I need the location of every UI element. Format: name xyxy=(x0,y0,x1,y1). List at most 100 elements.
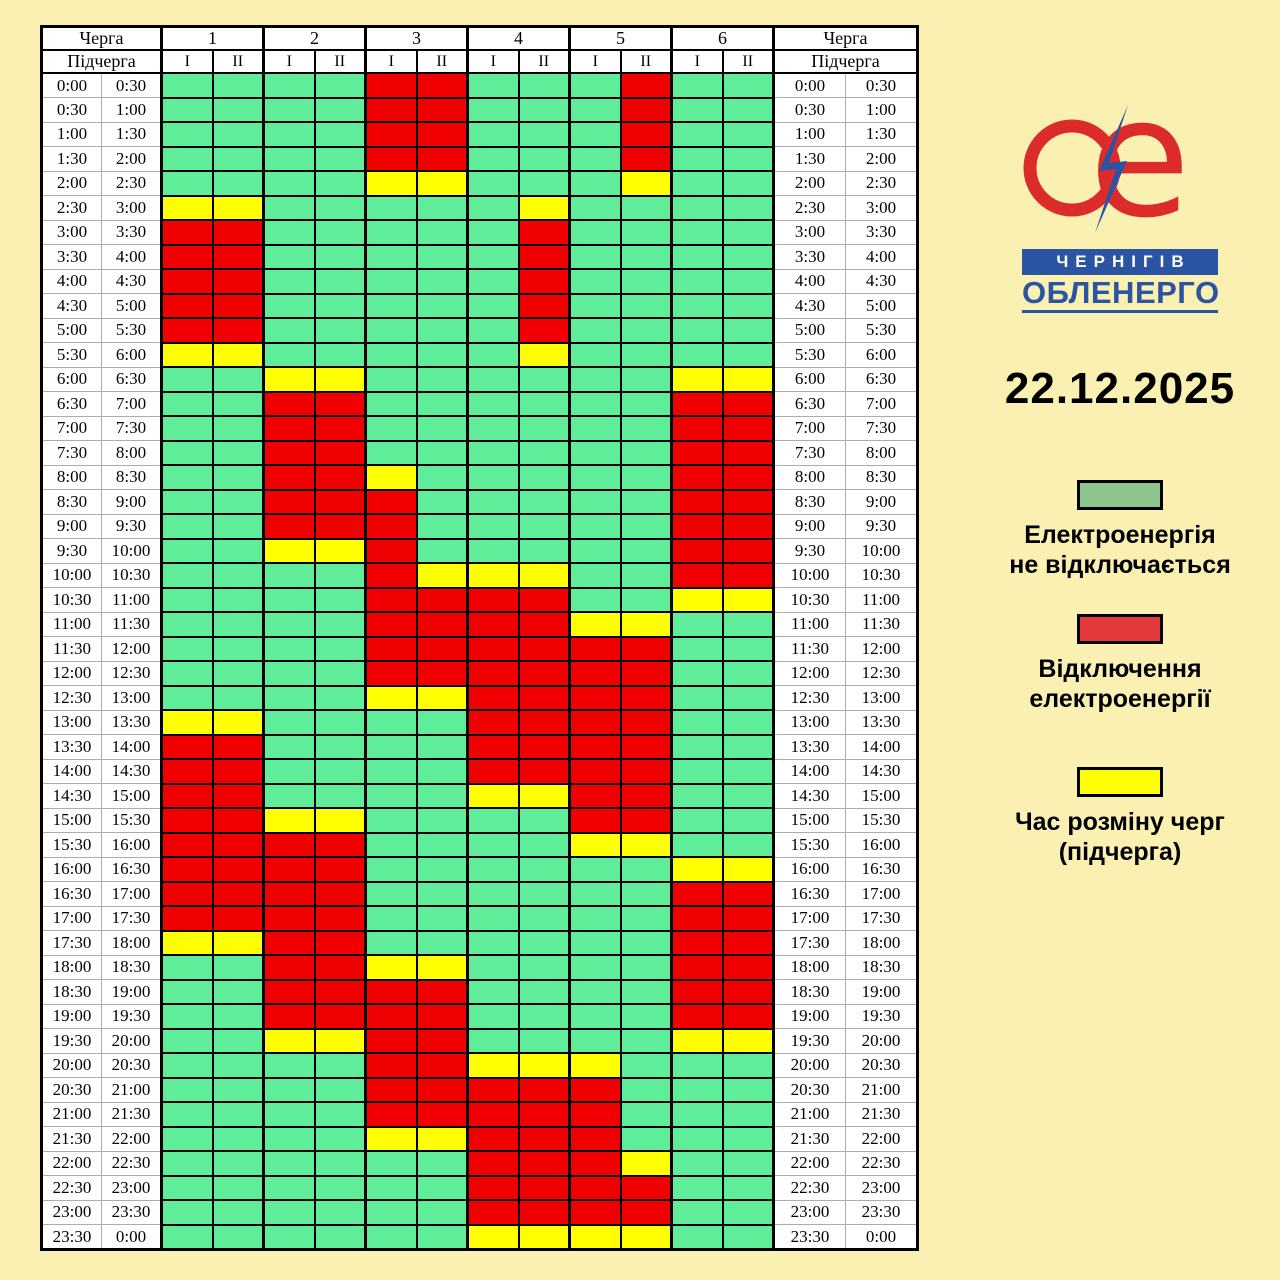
schedule-cell xyxy=(466,341,520,368)
time-start-cell: 10:30 xyxy=(41,587,102,613)
time-start-cell: 7:30 xyxy=(772,440,846,466)
schedule-cell xyxy=(721,72,775,99)
schedule-cell xyxy=(619,611,673,638)
schedule-cell xyxy=(619,537,673,564)
schedule-cell xyxy=(262,194,316,221)
schedule-cell xyxy=(670,1052,724,1079)
schedule-cell xyxy=(160,1199,214,1226)
schedule-cell xyxy=(619,72,673,99)
time-start-cell: 3:30 xyxy=(41,244,102,270)
time-end-cell: 3:30 xyxy=(101,219,162,245)
schedule-cell xyxy=(670,243,724,270)
schedule-cell xyxy=(211,807,265,834)
schedule-cell xyxy=(364,586,418,613)
schedule-cell xyxy=(568,366,622,393)
time-end-cell: 22:00 xyxy=(101,1126,162,1152)
time-start-cell: 21:30 xyxy=(41,1126,102,1152)
time-end-cell: 4:00 xyxy=(101,244,162,270)
time-end-cell: 2:00 xyxy=(101,146,162,172)
schedule-cell xyxy=(415,1076,469,1103)
schedule-cell xyxy=(262,1174,316,1201)
schedule-cell xyxy=(568,586,622,613)
schedule-cell xyxy=(568,537,622,564)
schedule-cell xyxy=(364,905,418,932)
schedule-cell xyxy=(262,488,316,515)
schedule-cell xyxy=(211,537,265,564)
schedule-cell xyxy=(670,1223,724,1251)
time-end-cell: 2:30 xyxy=(101,170,162,196)
schedule-cell xyxy=(211,733,265,760)
time-start-cell: 4:30 xyxy=(772,293,846,319)
schedule-cell xyxy=(721,537,775,564)
time-start-cell: 21:00 xyxy=(41,1101,102,1127)
schedule-cell xyxy=(211,1199,265,1226)
time-start-cell: 12:30 xyxy=(772,685,846,711)
time-start-cell: 14:00 xyxy=(772,758,846,784)
schedule-cell xyxy=(619,831,673,858)
time-start-cell: 17:30 xyxy=(772,930,846,956)
schedule-cell xyxy=(415,219,469,246)
time-end-cell: 11:30 xyxy=(101,611,162,637)
schedule-cell xyxy=(619,684,673,711)
time-end-cell: 11:00 xyxy=(101,587,162,613)
schedule-cell xyxy=(517,660,571,687)
schedule-cell xyxy=(211,954,265,981)
time-end-cell: 3:00 xyxy=(845,195,918,221)
schedule-cell xyxy=(721,96,775,123)
time-start-cell: 23:00 xyxy=(772,1199,846,1225)
schedule-cell xyxy=(517,684,571,711)
schedule-cell xyxy=(568,96,622,123)
schedule-cell xyxy=(619,758,673,785)
schedule-cell xyxy=(211,366,265,393)
schedule-cell xyxy=(568,1003,622,1030)
schedule-cell xyxy=(619,170,673,197)
schedule-cell xyxy=(619,1027,673,1054)
schedule-cell xyxy=(313,72,367,99)
time-end-cell: 23:00 xyxy=(845,1175,918,1201)
time-start-cell: 11:00 xyxy=(41,611,102,637)
time-start-cell: 21:00 xyxy=(772,1101,846,1127)
time-start-cell: 18:30 xyxy=(41,979,102,1005)
time-start-cell: 1:30 xyxy=(772,146,846,172)
time-end-cell: 18:00 xyxy=(101,930,162,956)
schedule-cell xyxy=(262,1052,316,1079)
schedule-cell xyxy=(262,586,316,613)
subqueue-column-label: Підчерга xyxy=(40,49,163,74)
time-start-cell: 8:30 xyxy=(772,489,846,515)
legend-text-line: (підчерга) xyxy=(1058,838,1182,866)
schedule-cell xyxy=(160,390,214,417)
time-end-cell: 14:30 xyxy=(101,758,162,784)
schedule-cell xyxy=(466,562,520,589)
time-end-cell: 1:30 xyxy=(101,121,162,147)
schedule-cell xyxy=(415,243,469,270)
schedule-cell xyxy=(313,513,367,540)
time-end-cell: 13:00 xyxy=(845,685,918,711)
schedule-cell xyxy=(670,880,724,907)
schedule-cell xyxy=(313,782,367,809)
time-start-cell: 19:00 xyxy=(41,1003,102,1029)
schedule-cell xyxy=(721,1003,775,1030)
time-end-cell: 7:00 xyxy=(101,391,162,417)
time-end-cell: 8:00 xyxy=(845,440,918,466)
schedule-cell xyxy=(415,807,469,834)
time-end-cell: 22:00 xyxy=(845,1126,918,1152)
schedule-cell xyxy=(466,1223,520,1251)
schedule-cell xyxy=(160,684,214,711)
schedule-cell xyxy=(415,145,469,172)
schedule-cell xyxy=(313,831,367,858)
schedule-cell xyxy=(517,880,571,907)
time-start-cell: 15:00 xyxy=(41,807,102,833)
legend-text-line: Електроенергія xyxy=(1024,521,1216,549)
schedule-cell xyxy=(517,439,571,466)
schedule-cell xyxy=(364,1150,418,1177)
schedule-cell xyxy=(160,1223,214,1251)
schedule-cell xyxy=(415,488,469,515)
schedule-cell xyxy=(262,1150,316,1177)
schedule-cell xyxy=(721,268,775,295)
schedule-cell xyxy=(313,1125,367,1152)
time-end-cell: 6:30 xyxy=(101,366,162,392)
schedule-cell xyxy=(670,219,724,246)
schedule-cell xyxy=(568,341,622,368)
time-start-cell: 6:30 xyxy=(772,391,846,417)
schedule-cell xyxy=(466,145,520,172)
